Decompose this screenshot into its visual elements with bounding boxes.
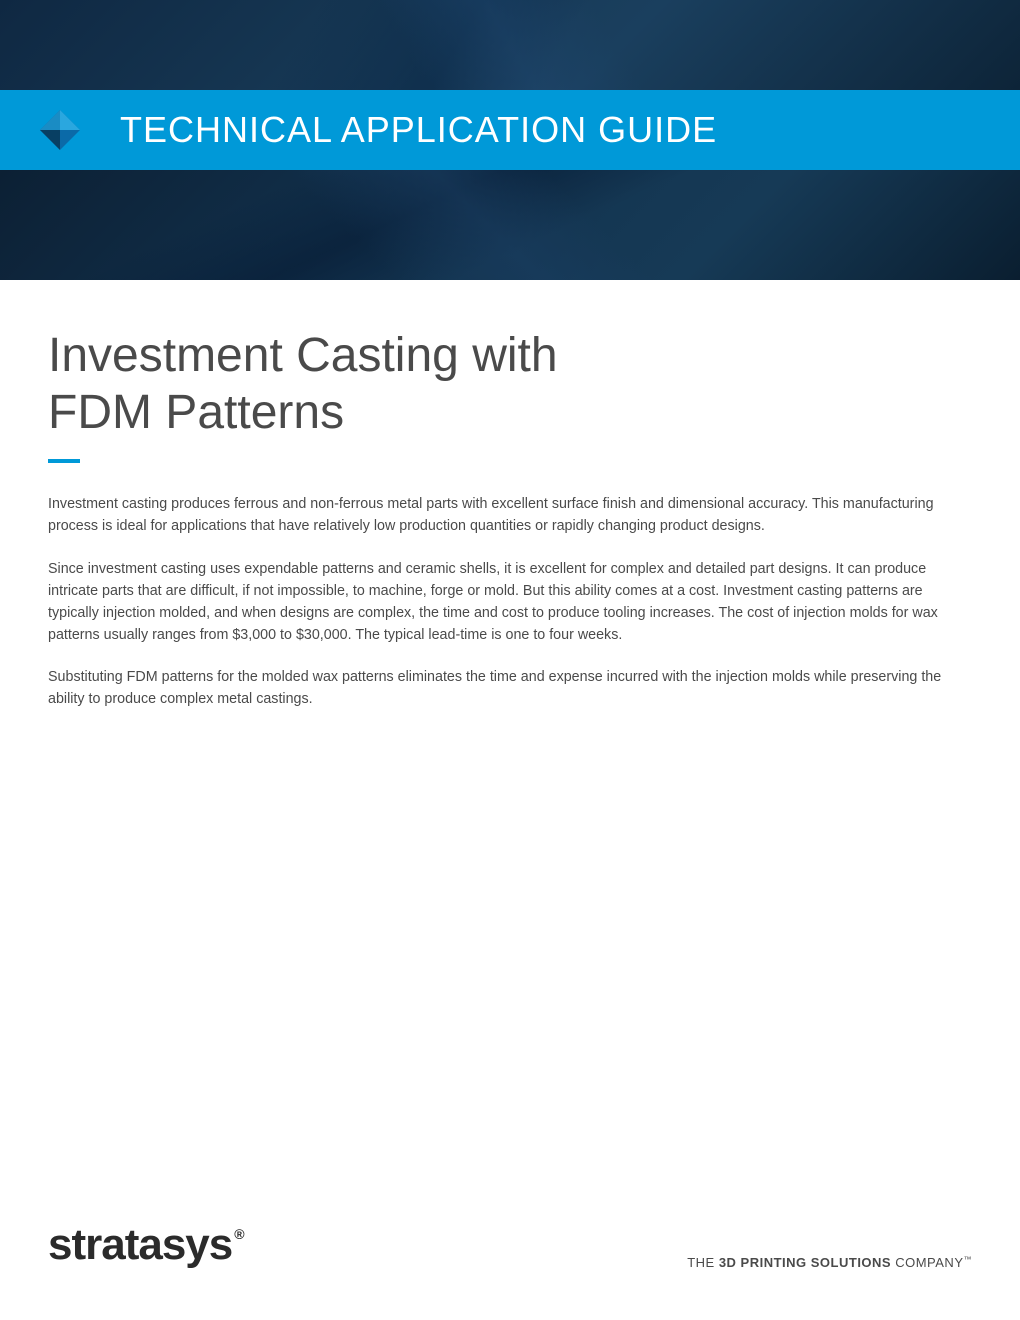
brand-name: stratasys <box>48 1220 232 1269</box>
tagline-bold: 3D PRINTING SOLUTIONS <box>719 1255 891 1270</box>
document-title-line1: Investment Casting with <box>48 329 558 382</box>
body-paragraph: Substituting FDM patterns for the molded… <box>48 666 972 710</box>
tagline: THE 3D PRINTING SOLUTIONS COMPANY™ <box>687 1255 972 1270</box>
footer: stratasys® THE 3D PRINTING SOLUTIONS COM… <box>0 1220 1020 1320</box>
brand-logo-text: stratasys® <box>48 1220 242 1270</box>
tagline-prefix: THE <box>687 1255 719 1270</box>
header-top-decorative-band <box>0 0 1020 90</box>
header-title-band: TECHNICAL APPLICATION GUIDE <box>0 90 1020 170</box>
body-paragraph: Investment casting produces ferrous and … <box>48 493 972 537</box>
document-title: Investment Casting with FDM Patterns <box>48 328 972 441</box>
trademark: ™ <box>964 1255 973 1264</box>
logo-box <box>0 108 120 152</box>
document-title-line2: FDM Patterns <box>48 386 344 439</box>
header-bottom-decorative-band <box>0 170 1020 280</box>
registered-mark: ® <box>234 1226 243 1242</box>
header-title: TECHNICAL APPLICATION GUIDE <box>120 109 717 151</box>
body-paragraph: Since investment casting uses expendable… <box>48 558 972 647</box>
content-area: Investment Casting with FDM Patterns Inv… <box>0 280 1020 1320</box>
title-underline <box>48 459 80 463</box>
tagline-suffix: COMPANY <box>891 1255 963 1270</box>
stratasys-logo-icon <box>38 108 82 152</box>
